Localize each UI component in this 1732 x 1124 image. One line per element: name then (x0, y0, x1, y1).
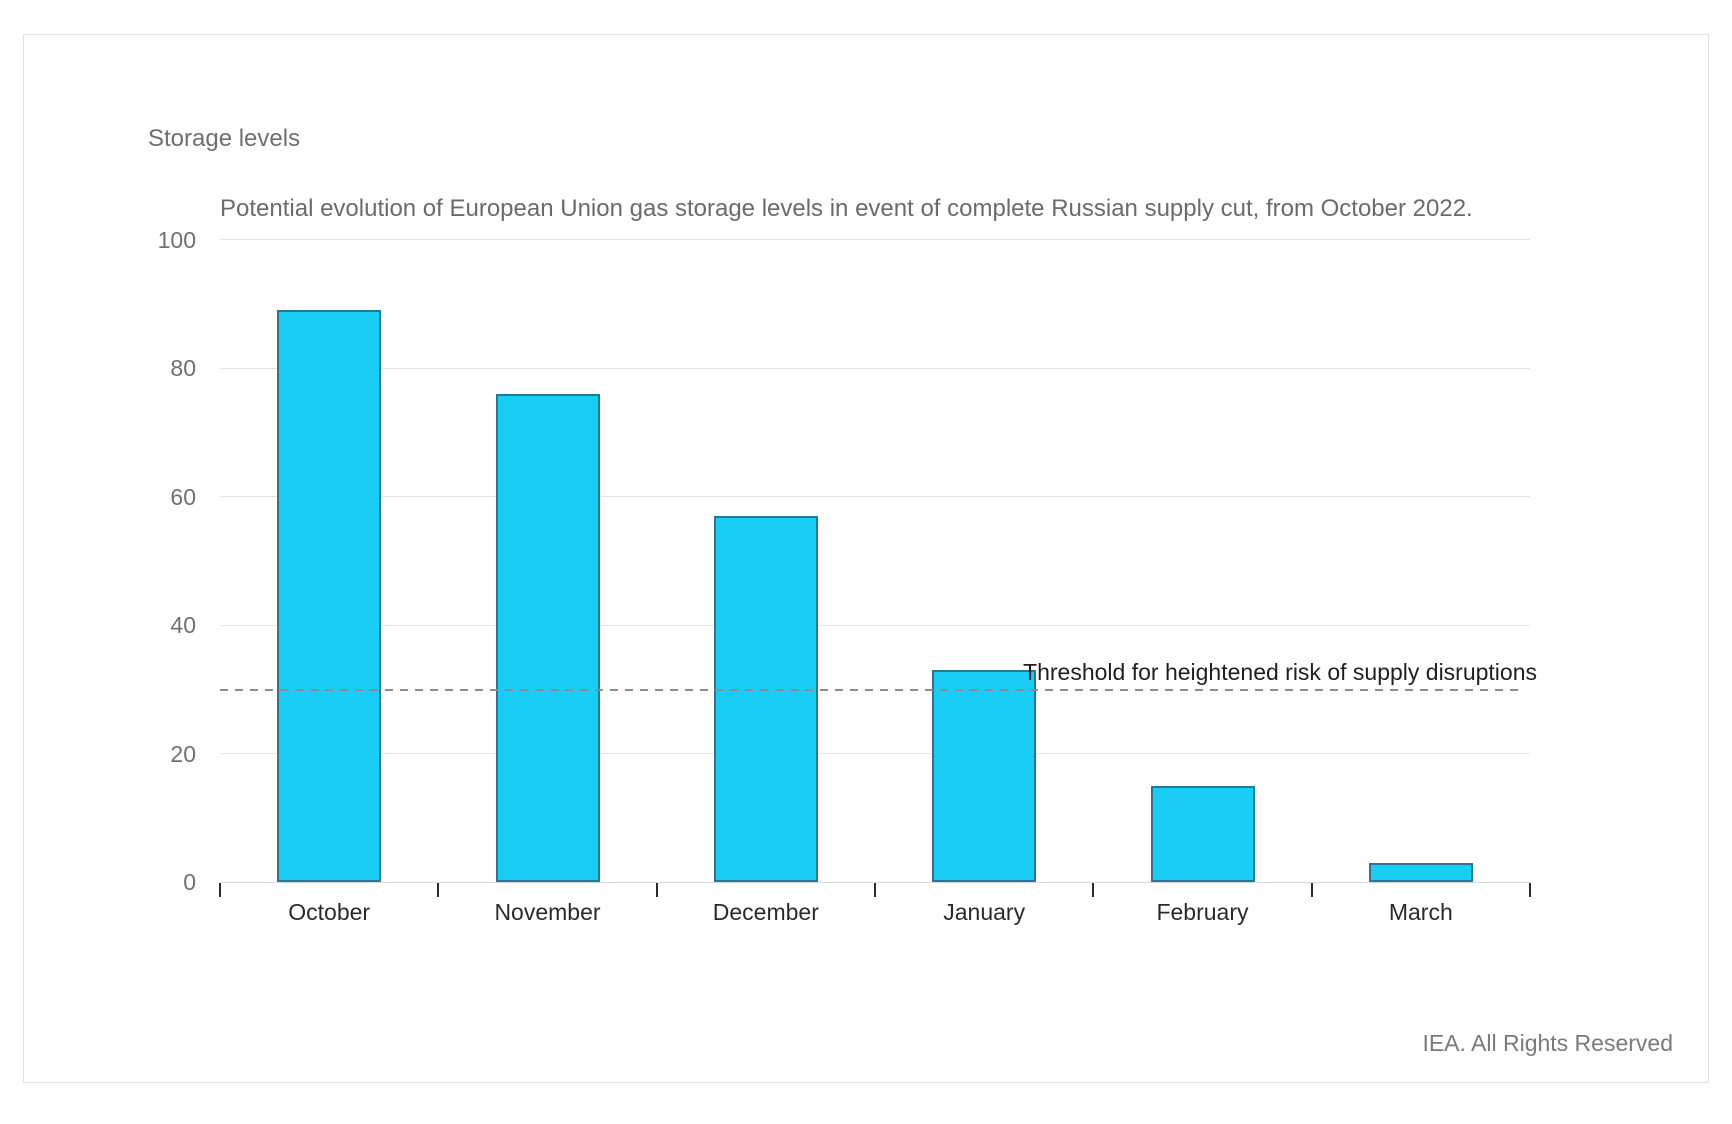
gridline-60 (220, 496, 1530, 498)
x-axis-label-january: January (943, 899, 1026, 925)
x-axis-tick (437, 883, 440, 897)
y-axis-tick-label-0: 0 (183, 869, 196, 896)
x-axis-tick (874, 883, 876, 897)
y-axis-tick-label-40: 40 (170, 612, 196, 639)
x-axis-label-december: December (712, 899, 819, 925)
x-axis-tick (1529, 883, 1531, 897)
gridline-20 (220, 753, 1530, 755)
gridline-80 (220, 367, 1530, 369)
gridline-100 (220, 239, 1530, 241)
x-axis-label-october: October (288, 899, 371, 925)
bar-march (1368, 863, 1473, 883)
bar-december (713, 516, 818, 883)
chart-title: Potential evolution of European Union ga… (220, 195, 1473, 222)
y-axis-tick-label-20: 20 (170, 740, 196, 767)
bar-january (932, 670, 1037, 883)
threshold-label: Threshold for heightened risk of supply … (1023, 659, 1537, 685)
x-axis-label-march: March (1388, 899, 1453, 925)
bar-october (277, 310, 382, 883)
x-axis-label-november: November (494, 899, 601, 925)
threshold-line (220, 688, 1520, 691)
bar-november (495, 394, 600, 883)
x-axis-tick (655, 883, 658, 897)
x-axis-tick (219, 883, 221, 897)
y-axis-tick-label-100: 100 (157, 226, 196, 253)
x-axis-label-february: February (1156, 899, 1249, 925)
y-axis-title: Storage levels (148, 125, 301, 152)
x-axis-line (220, 881, 1530, 883)
credit-text: IEA. All Rights Reserved (1422, 1030, 1673, 1056)
x-axis-tick (1092, 883, 1095, 897)
y-axis-tick-label-80: 80 (170, 355, 196, 382)
gridline-40 (220, 624, 1530, 626)
x-axis-tick (1310, 883, 1313, 897)
y-axis-tick-label-60: 60 (170, 483, 196, 510)
bar-february (1150, 785, 1255, 883)
